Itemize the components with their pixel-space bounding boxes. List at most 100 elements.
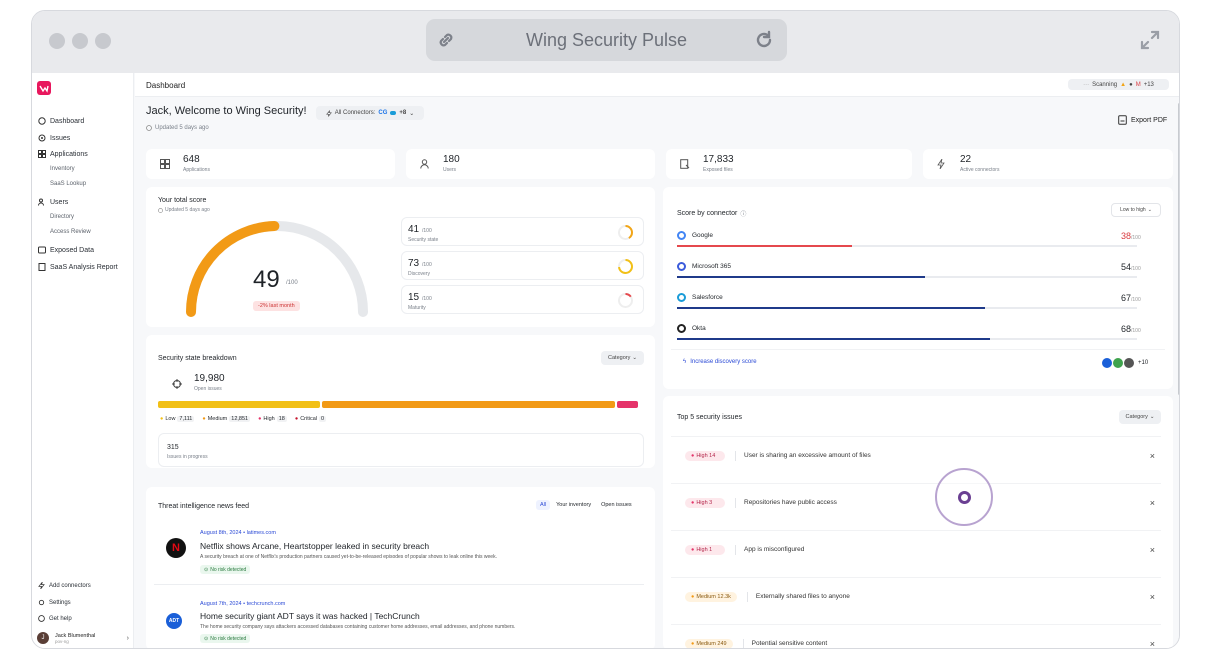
sidebar-item-issues[interactable]: Issues bbox=[38, 134, 70, 142]
sidebar-item-dashboard[interactable]: Dashboard bbox=[38, 117, 84, 125]
issue-row[interactable]: ● High 1 App is misconfigured × bbox=[671, 530, 1161, 568]
sidebar-get-help[interactable]: Get help bbox=[38, 615, 72, 622]
news-headline[interactable]: Netflix shows Arcane, Heartstopper leake… bbox=[200, 541, 430, 551]
chevron-down-icon: ⌄ bbox=[409, 110, 415, 117]
stat-card-exposed-files[interactable]: 17,833 Exposed files bbox=[666, 149, 912, 179]
grid-icon bbox=[160, 159, 170, 169]
connector-bar-fill bbox=[677, 276, 926, 278]
increase-discovery-link[interactable]: ϟ Increase discovery score bbox=[683, 359, 757, 365]
avatar: J bbox=[37, 632, 49, 644]
subscore-security-state[interactable]: 41 /100 Security state bbox=[401, 217, 644, 246]
news-item[interactable]: ADT August 7th, 2024 • techcrunch.com Ho… bbox=[154, 597, 644, 648]
dots-icon: ··· bbox=[1083, 81, 1090, 88]
sidebar-item-directory[interactable]: Directory bbox=[50, 214, 75, 220]
users-icon bbox=[38, 198, 44, 206]
news-description: The home security company says attackers… bbox=[200, 624, 516, 630]
welcome-updated: Updated 5 days ago bbox=[146, 125, 209, 131]
news-item[interactable]: N August 8th, 2024 • latimes.com Netflix… bbox=[154, 520, 644, 585]
sidebar-item-saas-report[interactable]: SaaS Analysis Report bbox=[38, 263, 118, 271]
bolt-icon bbox=[937, 159, 945, 169]
sidebar-item-saas-lookup[interactable]: SaaS Lookup bbox=[50, 181, 87, 187]
close-icon[interactable]: × bbox=[1149, 638, 1155, 649]
sidebar-settings[interactable]: Settings bbox=[38, 599, 71, 606]
connector-logo-icon bbox=[1124, 358, 1134, 368]
expand-icon[interactable] bbox=[1139, 29, 1161, 51]
close-icon[interactable]: × bbox=[1149, 544, 1155, 555]
divider bbox=[735, 544, 736, 555]
top-issues-card: Top 5 security issues Category ⌄ ● High 14… bbox=[663, 396, 1173, 649]
clock-icon bbox=[158, 207, 163, 213]
news-meta[interactable]: August 7th, 2024 • techcrunch.com bbox=[200, 601, 286, 607]
window-minimize-button[interactable] bbox=[72, 33, 88, 49]
score-out-of: /100 bbox=[286, 280, 298, 286]
connector-row[interactable]: Google 38/100 bbox=[677, 231, 1147, 255]
stat-value: 22 bbox=[960, 154, 972, 165]
score-card: Your total score Updated 5 days ago 49 /… bbox=[146, 187, 655, 327]
tab-all[interactable]: All bbox=[536, 500, 551, 510]
user-menu[interactable]: J Jack Blumenthal pov-ng › bbox=[37, 629, 129, 647]
window-maximize-button[interactable] bbox=[95, 33, 111, 49]
subscore-discovery[interactable]: 73 /100 Discovery bbox=[401, 251, 644, 280]
salesforce-icon bbox=[390, 111, 397, 115]
issue-text: User is sharing an excessive amount of f… bbox=[744, 452, 871, 459]
sidebar-item-inventory[interactable]: Inventory bbox=[50, 166, 75, 172]
scanning-status[interactable]: ··· Scanning ▲ ● M +13 bbox=[1068, 79, 1169, 90]
connector-row[interactable]: Salesforce 67/100 bbox=[677, 293, 1147, 317]
score-value: 49 bbox=[253, 266, 280, 293]
close-icon[interactable]: × bbox=[1149, 450, 1155, 461]
score-delta-badge: -2% last month bbox=[253, 301, 300, 311]
connector-bar-fill bbox=[677, 307, 986, 309]
user-name: Jack Blumenthal bbox=[55, 632, 96, 639]
stat-card-active-connectors[interactable]: 22 Active connectors bbox=[923, 149, 1173, 179]
severity-badge: ● High 14 bbox=[685, 450, 725, 461]
sidebar-item-users[interactable]: Users bbox=[38, 198, 68, 206]
open-issues-label: Open issues bbox=[194, 386, 222, 392]
tab-open-issues[interactable]: Open issues bbox=[601, 502, 632, 508]
divider bbox=[671, 349, 1165, 350]
subscore-maturity[interactable]: 15 /100 Maturity bbox=[401, 285, 644, 314]
severity-badge: ● High 1 bbox=[685, 544, 725, 555]
sidebar-item-exposed-data[interactable]: Exposed Data bbox=[38, 246, 94, 254]
file-icon bbox=[680, 159, 690, 169]
tab-your-inventory[interactable]: Your inventory bbox=[556, 502, 592, 508]
connectors-filter[interactable]: All Connectors: CG +8 ⌄ bbox=[316, 106, 424, 120]
sidebar-item-applications[interactable]: Applications bbox=[38, 150, 88, 158]
news-meta[interactable]: August 8th, 2024 • latimes.com bbox=[200, 530, 276, 536]
scrollbar-thumb[interactable] bbox=[1178, 103, 1179, 395]
stat-card-applications[interactable]: 648 Applications bbox=[146, 149, 395, 179]
reload-icon[interactable] bbox=[754, 30, 774, 50]
more-connectors[interactable]: +10 bbox=[1102, 358, 1148, 368]
connector-name: Okta bbox=[692, 325, 706, 332]
sidebar-item-access-review[interactable]: Access Review bbox=[50, 229, 91, 235]
close-icon[interactable]: × bbox=[1149, 591, 1155, 602]
issue-row[interactable]: ● Medium 12.3k Externally shared files to… bbox=[671, 577, 1161, 615]
divider bbox=[742, 638, 744, 648]
severity-badge: ● High 3 bbox=[685, 497, 725, 508]
window-title: Wing Security Pulse bbox=[525, 30, 688, 50]
close-icon[interactable]: × bbox=[1149, 497, 1155, 508]
sidebar-add-connectors[interactable]: Add connectors bbox=[38, 582, 91, 589]
issue-row[interactable]: ● High 14 User is sharing an excessive am… bbox=[671, 436, 1161, 474]
export-pdf-button[interactable]: Export PDF bbox=[1118, 115, 1167, 125]
issue-text: Repositories have public access bbox=[744, 499, 837, 506]
issues-in-progress[interactable]: 315 Issues in progress bbox=[158, 433, 644, 467]
issues-category-dropdown[interactable]: Category ⌄ bbox=[1119, 410, 1161, 424]
issue-row[interactable]: ● Medium 249 Potential sensitive content … bbox=[671, 624, 1161, 649]
connector-title: Score by connector ⓘ bbox=[677, 210, 747, 218]
issue-row[interactable]: ● High 3 Repositories have public access … bbox=[671, 483, 1161, 521]
adt-logo: ADT bbox=[166, 613, 182, 629]
sidebar: Dashboard Issues Applications Inventory … bbox=[32, 73, 134, 648]
breakdown-category-dropdown[interactable]: Category ⌄ bbox=[601, 351, 644, 365]
address-bar[interactable]: Wing Security Pulse bbox=[426, 19, 787, 61]
news-headline[interactable]: Home security giant ADT says it was hack… bbox=[200, 611, 420, 621]
sort-dropdown[interactable]: Low to high ⌄ bbox=[1111, 203, 1161, 217]
severity-bar-segment bbox=[617, 401, 638, 408]
connector-row[interactable]: Okta 68/100 bbox=[677, 324, 1147, 348]
connector-row[interactable]: Microsoft 365 54/100 bbox=[677, 262, 1147, 286]
stat-label: Users bbox=[443, 167, 457, 173]
severity-legend: ● Low 7,111 ● Medium 12,851 ● High 18 ● Critica… bbox=[160, 416, 327, 422]
grid-icon bbox=[38, 150, 46, 158]
window-close-button[interactable] bbox=[49, 33, 65, 49]
welcome-title: Jack, Welcome to Wing Security! bbox=[146, 105, 307, 117]
stat-card-users[interactable]: 180 Users bbox=[406, 149, 655, 179]
